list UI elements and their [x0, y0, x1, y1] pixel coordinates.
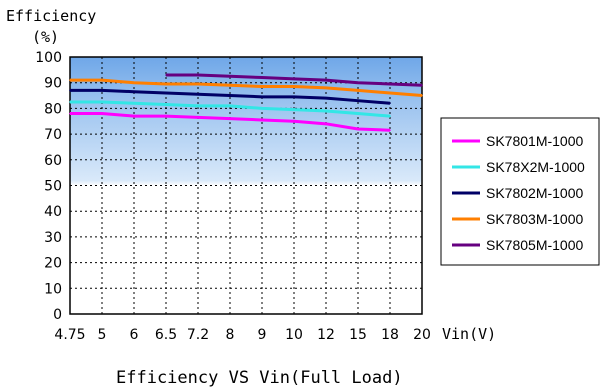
legend: SK7801M-1000 SK78X2M-1000 SK7802M-1000 SK78…	[440, 117, 600, 266]
data-point	[197, 105, 199, 107]
data-point	[133, 115, 135, 117]
data-point	[389, 102, 391, 105]
x-tick-label: 10	[285, 327, 303, 343]
data-point	[133, 81, 135, 84]
data-point	[197, 83, 199, 85]
series-sk78x2m-1000	[69, 100, 391, 118]
y-tick-label: 10	[44, 281, 62, 297]
series-sk7802m-1000	[69, 88, 391, 105]
y-axis-label-line2: (%)	[32, 28, 59, 46]
x-tick-label: 5	[98, 327, 107, 343]
y-tick-label: 100	[35, 50, 62, 66]
data-point	[197, 116, 199, 119]
data-point	[325, 123, 327, 125]
y-tick-label: 40	[44, 204, 62, 220]
data-point	[389, 129, 391, 132]
y-tick-label: 0	[53, 307, 62, 323]
data-point	[325, 97, 327, 99]
data-point	[229, 94, 231, 97]
x-tick-label: 20	[413, 327, 431, 343]
data-point	[389, 92, 391, 94]
x-tick-label: 4.75	[54, 327, 85, 343]
data-point	[133, 102, 135, 105]
y-tick-labels: 0 10 20 30 40 50 60 70 80 90 100	[35, 50, 62, 323]
chart-title: Efficiency VS Vin(Full Load)	[116, 368, 403, 388]
y-tick-label: 70	[44, 127, 62, 143]
data-point	[165, 92, 167, 94]
data-point	[325, 87, 327, 89]
data-point	[165, 83, 167, 85]
data-point	[101, 112, 103, 115]
data-point	[229, 117, 231, 120]
x-tick-label: 9	[258, 327, 267, 343]
series-sk7805m-1000	[165, 73, 423, 87]
x-tick-label: 15	[349, 327, 367, 343]
legend-label: SK7805M-1000	[486, 237, 584, 253]
data-point	[293, 108, 295, 111]
x-tick-label: 7.2	[187, 327, 209, 343]
y-tick-label: 20	[44, 256, 62, 272]
data-point	[261, 96, 263, 98]
data-point	[101, 89, 103, 92]
data-point	[165, 103, 167, 106]
data-point	[101, 79, 103, 81]
data-point	[261, 119, 263, 121]
data-point	[101, 101, 103, 103]
data-point	[389, 115, 391, 117]
data-point	[229, 105, 231, 107]
data-point	[293, 85, 295, 88]
data-point	[133, 90, 135, 93]
plot-area-border	[69, 56, 423, 315]
data-point	[229, 75, 231, 78]
series-layer	[69, 73, 423, 132]
legend-label: SK7802M-1000	[486, 185, 584, 201]
data-point	[69, 101, 71, 103]
data-point	[357, 112, 359, 115]
data-point	[293, 96, 295, 98]
y-tick-label: 30	[44, 230, 62, 246]
data-point	[197, 93, 199, 96]
data-point	[357, 99, 359, 102]
y-tick-label: 60	[44, 153, 62, 169]
data-point	[293, 78, 295, 80]
data-point	[197, 74, 199, 76]
data-point	[165, 115, 167, 117]
y-tick-label: 50	[44, 179, 62, 195]
y-tick-label: 80	[44, 101, 62, 117]
data-point	[293, 120, 295, 123]
data-point	[229, 84, 231, 87]
data-point	[261, 85, 263, 88]
data-point	[165, 74, 167, 76]
x-tick-labels: 4.75 5 6 6.5 7.2 8 9 10 12 15 18 20	[54, 327, 431, 343]
series-sk7803m-1000	[69, 78, 423, 98]
x-tick-label: 8	[226, 327, 235, 343]
series-sk7801m-1000	[69, 112, 391, 132]
legend-label: SK78X2M-1000	[486, 159, 585, 175]
data-point	[421, 94, 423, 97]
x-tick-label: 12	[317, 327, 335, 343]
data-point	[261, 107, 263, 110]
legend-label: SK7803M-1000	[486, 211, 584, 227]
series-line	[70, 78, 423, 98]
data-point	[357, 128, 359, 130]
y-axis-label-line1: Efficiency	[6, 7, 96, 25]
data-point	[357, 81, 359, 84]
data-point	[389, 83, 391, 85]
x-tick-label: 18	[381, 327, 399, 343]
data-point	[357, 89, 359, 92]
data-point	[325, 79, 327, 81]
data-point	[69, 112, 71, 115]
legend-label: SK7801M-1000	[486, 133, 584, 149]
y-tick-label: 90	[44, 76, 62, 92]
x-tick-label: 6.5	[155, 327, 177, 343]
data-point	[421, 84, 423, 87]
x-axis-label: Vin(V)	[442, 325, 496, 343]
data-point	[69, 89, 71, 92]
data-point	[69, 79, 71, 81]
data-point	[325, 110, 327, 112]
data-point	[261, 76, 263, 79]
x-tick-label: 6	[130, 327, 139, 343]
